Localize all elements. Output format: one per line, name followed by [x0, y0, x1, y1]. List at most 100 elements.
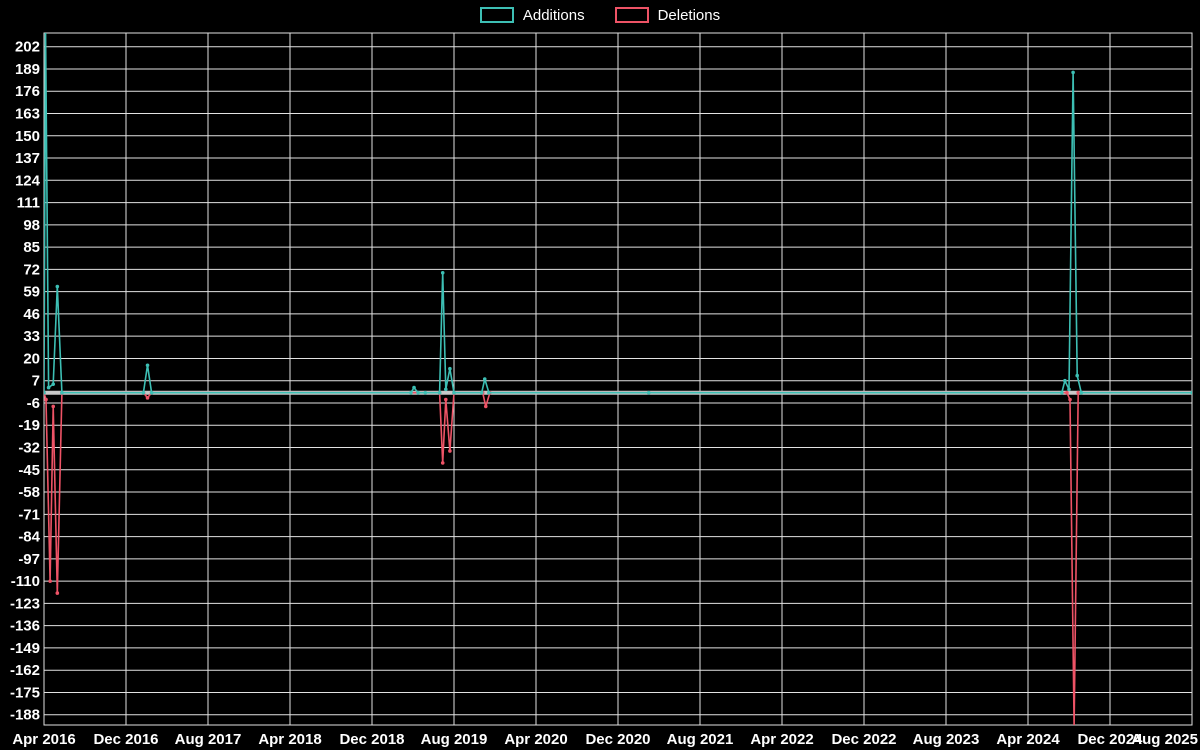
x-tick-label: Aug 2023 [913, 731, 980, 748]
x-tick-label: Aug 2021 [667, 731, 734, 748]
data-point-marker [479, 390, 484, 395]
data-point-marker [145, 396, 150, 400]
y-tick-label: -71 [18, 506, 40, 523]
data-point-marker [1079, 390, 1084, 395]
y-tick-label: -84 [18, 529, 40, 546]
y-tick-label: 189 [15, 61, 40, 78]
data-point-marker [423, 390, 428, 395]
y-tick-label: -162 [10, 662, 40, 679]
data-point-marker [409, 390, 413, 395]
legend-label-deletions: Deletions [657, 6, 721, 24]
y-tick-label: -123 [10, 595, 40, 612]
data-point-marker [1073, 724, 1075, 725]
data-point-marker [444, 397, 448, 402]
data-point-marker [440, 271, 445, 275]
x-tick-label: Dec 2024 [1077, 731, 1143, 748]
data-point-marker [1076, 390, 1081, 395]
legend-item-deletions: Deletions [614, 6, 721, 24]
y-tick-label: 124 [15, 172, 41, 189]
y-tick-label: 176 [15, 83, 40, 100]
data-point-marker [416, 390, 420, 395]
data-point-marker [1067, 387, 1071, 392]
deletions-swatch-icon [614, 7, 649, 23]
data-point-marker [1060, 390, 1064, 395]
x-tick-label: Aug 2019 [421, 731, 488, 748]
data-point-marker [44, 397, 48, 402]
y-tick-label: -32 [18, 440, 40, 457]
data-point-marker [646, 390, 651, 395]
y-tick-label: 33 [23, 328, 40, 345]
y-tick-label: 20 [23, 350, 40, 367]
data-point-marker [44, 23, 48, 27]
x-tick-label: Apr 2018 [258, 731, 321, 748]
additions-series [44, 23, 1192, 395]
y-tick-label: -188 [10, 707, 40, 724]
x-tick-label: Apr 2016 [12, 731, 75, 748]
data-point-marker [483, 404, 488, 409]
x-tick-label: Aug 2017 [175, 731, 242, 748]
x-axis-labels: Apr 2016 Dec 2016 Aug 2017 Apr 2018 Dec 2018… [12, 731, 1198, 748]
data-point-marker [448, 366, 452, 371]
x-tick-label: Apr 2022 [750, 731, 813, 748]
y-tick-label: 137 [15, 150, 40, 167]
data-point-marker [60, 390, 64, 395]
data-point-marker [55, 284, 60, 289]
x-tick-label: Dec 2016 [93, 731, 158, 748]
data-point-marker [141, 390, 146, 395]
data-point-marker [145, 363, 150, 368]
data-point-marker [440, 461, 445, 465]
x-tick-label: Apr 2024 [996, 731, 1060, 748]
y-tick-label: -175 [10, 684, 40, 701]
x-tick-label: Apr 2020 [504, 731, 567, 748]
data-point-marker [1068, 397, 1072, 402]
y-tick-label: -136 [10, 618, 40, 635]
x-tick-label: Dec 2022 [831, 731, 896, 748]
y-tick-label: 98 [23, 217, 40, 234]
y-tick-label: 111 [17, 195, 40, 212]
y-tick-label: 163 [15, 106, 40, 123]
data-point-marker [1190, 390, 1192, 395]
data-point-marker [46, 385, 51, 390]
data-point-marker [1075, 373, 1079, 378]
y-tick-label: 150 [15, 128, 40, 145]
legend: Additions Deletions [0, 7, 1200, 23]
grid [43, 33, 1193, 725]
data-point-marker [437, 390, 442, 395]
data-point-marker [1065, 390, 1069, 395]
y-tick-label: 72 [23, 261, 40, 278]
data-point-marker [487, 390, 491, 395]
data-point-marker [51, 404, 56, 409]
data-point-marker [448, 449, 452, 453]
x-tick-label: Dec 2020 [585, 731, 650, 748]
data-point-marker [482, 377, 487, 381]
legend-label-additions: Additions [522, 6, 585, 24]
data-point-marker [48, 579, 52, 583]
data-point-marker [1071, 70, 1075, 75]
y-tick-label: 85 [23, 239, 40, 256]
y-axis-labels: 202 189 176 163 150 137 124 111 98 85 72 59 46 33 20 7 -… [10, 39, 41, 724]
data-point-marker [55, 591, 60, 595]
additions-swatch-icon [479, 7, 514, 23]
y-tick-label: -97 [18, 551, 40, 568]
y-tick-label: 46 [23, 306, 40, 323]
data-point-marker [412, 385, 416, 390]
data-point-marker [149, 390, 154, 395]
legend-item-additions: Additions [479, 6, 585, 24]
data-point-marker [44, 390, 46, 395]
y-tick-label: 202 [15, 39, 40, 56]
data-point-marker [1063, 378, 1067, 383]
y-tick-label: -19 [18, 417, 40, 434]
y-tick-label: -149 [10, 640, 40, 657]
y-tick-label: -6 [27, 395, 40, 412]
y-tick-label: -110 [11, 573, 40, 590]
data-point-marker [444, 387, 448, 392]
x-tick-label: Aug 2025 [1131, 731, 1198, 748]
y-tick-label: -45 [18, 462, 40, 479]
y-tick-label: -58 [18, 484, 40, 501]
data-point-marker [452, 390, 456, 395]
y-tick-label: 59 [23, 284, 40, 301]
y-tick-label: 7 [32, 373, 40, 390]
data-point-marker [51, 382, 56, 386]
